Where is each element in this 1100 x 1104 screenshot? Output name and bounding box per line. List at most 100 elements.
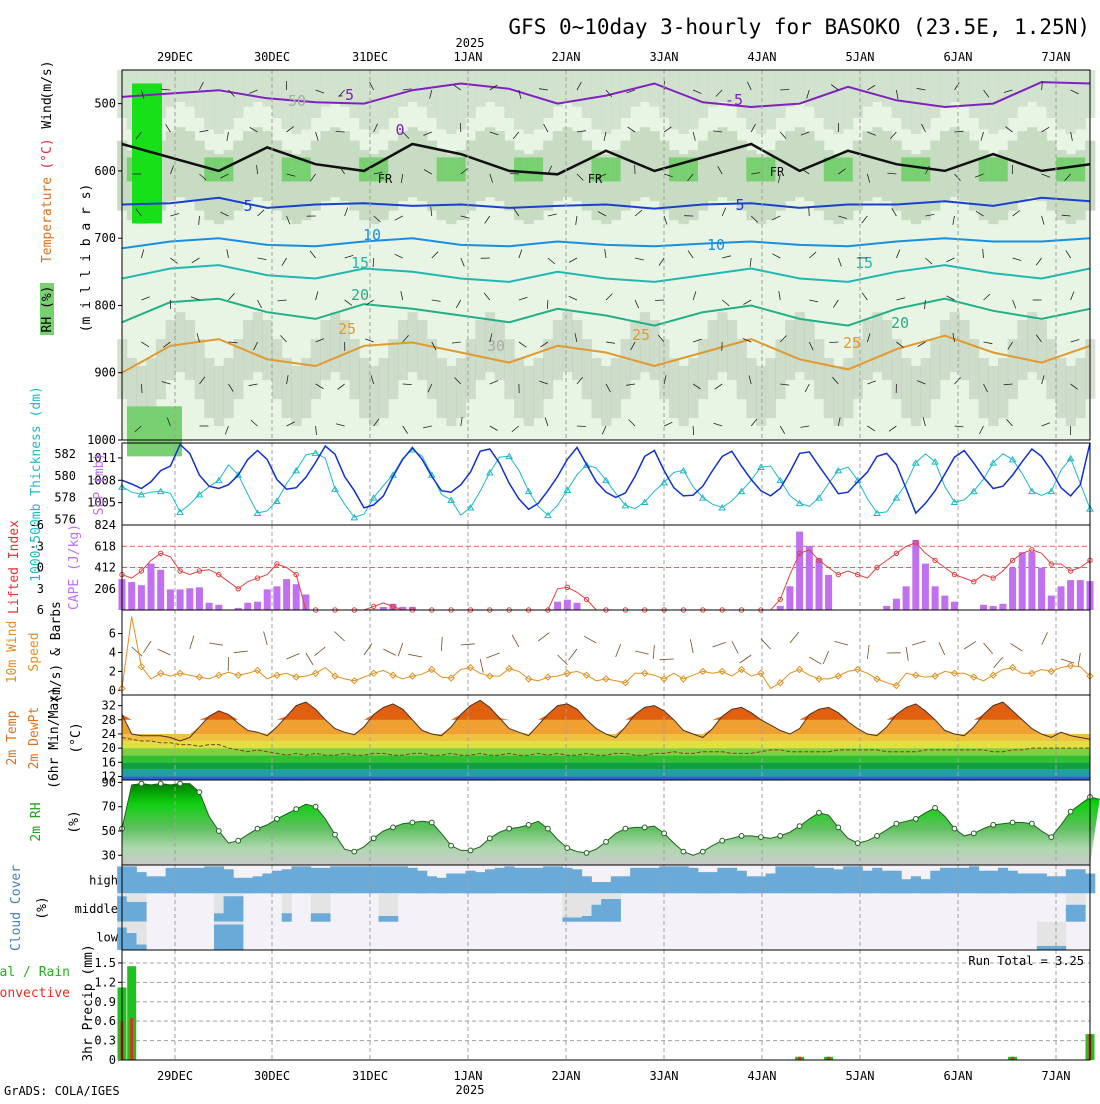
cape-bar <box>796 532 803 610</box>
temp-fill <box>122 700 1090 734</box>
cloud-bar-high <box>272 871 282 894</box>
rh-cell <box>282 157 292 181</box>
rh2m-marker <box>623 826 628 831</box>
top-date-label: 2JAN <box>552 50 581 64</box>
temp-band <box>122 776 1090 780</box>
rh2m-marker <box>352 849 357 854</box>
rh2m-marker <box>197 790 202 795</box>
rh-cell <box>853 141 863 211</box>
li-tick: -6 <box>30 518 44 532</box>
cloud-bar-high <box>446 874 456 894</box>
rh-tick: 90 <box>102 775 116 789</box>
pressure-axis-label: (m i l l i b a r s) <box>79 184 94 333</box>
rh-cell <box>698 339 708 399</box>
rh-cell <box>1008 339 1018 399</box>
cloud-bar-high <box>301 866 311 893</box>
rh-cell <box>224 358 234 418</box>
cloud-gap <box>127 922 137 933</box>
wind-barb-10m <box>823 651 828 664</box>
rh2m-unit-label: (%) <box>67 810 82 833</box>
cape-bar <box>1058 586 1065 610</box>
wind-barb-10m <box>441 637 442 651</box>
cloud-gap <box>127 893 137 902</box>
rh-cell <box>940 320 950 380</box>
cloud-bar-high <box>204 866 214 893</box>
cloud-bar-high <box>592 882 602 893</box>
rh-cell <box>243 70 253 107</box>
rh-cell <box>1027 127 1037 197</box>
cloud-bar-high <box>195 868 205 894</box>
rh-cell <box>1037 131 1047 201</box>
rh-cell <box>195 339 205 399</box>
rh-cell <box>1056 70 1066 129</box>
pressure-tick: 600 <box>94 164 116 178</box>
cloud-bar-high <box>843 866 853 893</box>
rh-cell <box>320 320 330 380</box>
rh-cell <box>940 70 950 107</box>
rh-cell <box>437 358 447 418</box>
rh-cell <box>795 127 805 197</box>
wind-barb-10m <box>1011 643 1023 651</box>
cape-bar <box>138 585 145 610</box>
wind-tick: 0 <box>109 683 116 697</box>
precip-tick: 0.6 <box>94 1014 116 1028</box>
rh2m-marker <box>565 846 570 851</box>
cloud-bar-high <box>1017 874 1027 894</box>
cape-axis-label: CAPE (J/kg) <box>67 524 82 610</box>
precip-tick: 0 <box>109 1053 116 1067</box>
rh-cell <box>591 358 601 418</box>
cape-bar <box>922 564 929 610</box>
rh-cell <box>1037 320 1047 380</box>
contour-label: 5 <box>735 196 744 214</box>
cape-bar <box>786 586 793 610</box>
cloud-bar-high <box>824 868 834 894</box>
cape-bar <box>825 575 832 610</box>
rh-cell <box>524 157 534 181</box>
rh2m-marker <box>817 810 822 815</box>
cape-bar <box>148 564 155 610</box>
cloud-bar-high <box>901 879 911 893</box>
rh-cell <box>359 70 369 129</box>
cape-bar <box>932 586 939 610</box>
rh-cell <box>224 157 234 181</box>
rh-cell <box>775 339 785 399</box>
rh-cell <box>301 358 311 418</box>
wind-barb <box>510 174 519 175</box>
wind-barb-10m <box>364 644 372 656</box>
bottom-date-label: 7JAN <box>1042 1069 1071 1083</box>
rh2m-marker <box>778 834 783 839</box>
rh-cell <box>979 157 989 181</box>
cloud-bar-low <box>1046 946 1056 950</box>
rh-cell <box>640 127 650 197</box>
cloud-bar-high <box>495 868 505 894</box>
cloud-gap <box>388 893 398 916</box>
rh2m-marker <box>913 817 918 822</box>
temp-band <box>122 734 1090 741</box>
cloud-gap <box>1066 893 1076 904</box>
cloud-gap <box>214 922 224 925</box>
rh-cell <box>340 131 350 201</box>
rh-cell <box>1046 70 1056 118</box>
rh2m-marker <box>894 821 899 826</box>
rh-cell <box>959 320 969 380</box>
rh-cell <box>533 358 543 418</box>
rh-cell <box>398 131 408 201</box>
rh-cell <box>863 131 873 201</box>
contour-label: 10 <box>707 236 725 254</box>
top-date-label: 31DEC <box>352 50 388 64</box>
cloud-gap <box>582 893 592 916</box>
rh-cell <box>1075 358 1085 418</box>
rh-cell <box>1056 358 1066 418</box>
rh-cell <box>717 127 727 197</box>
wind-speed-label: Speed <box>27 632 42 671</box>
rh2m-marker <box>739 834 744 839</box>
temp-band <box>122 762 1090 769</box>
cloud-bar-high <box>969 866 979 893</box>
cape-bar <box>215 605 222 610</box>
rh-cell <box>427 70 437 118</box>
cloud-gap <box>214 893 224 913</box>
cape-bar <box>273 586 280 610</box>
rh-cell <box>601 157 611 181</box>
